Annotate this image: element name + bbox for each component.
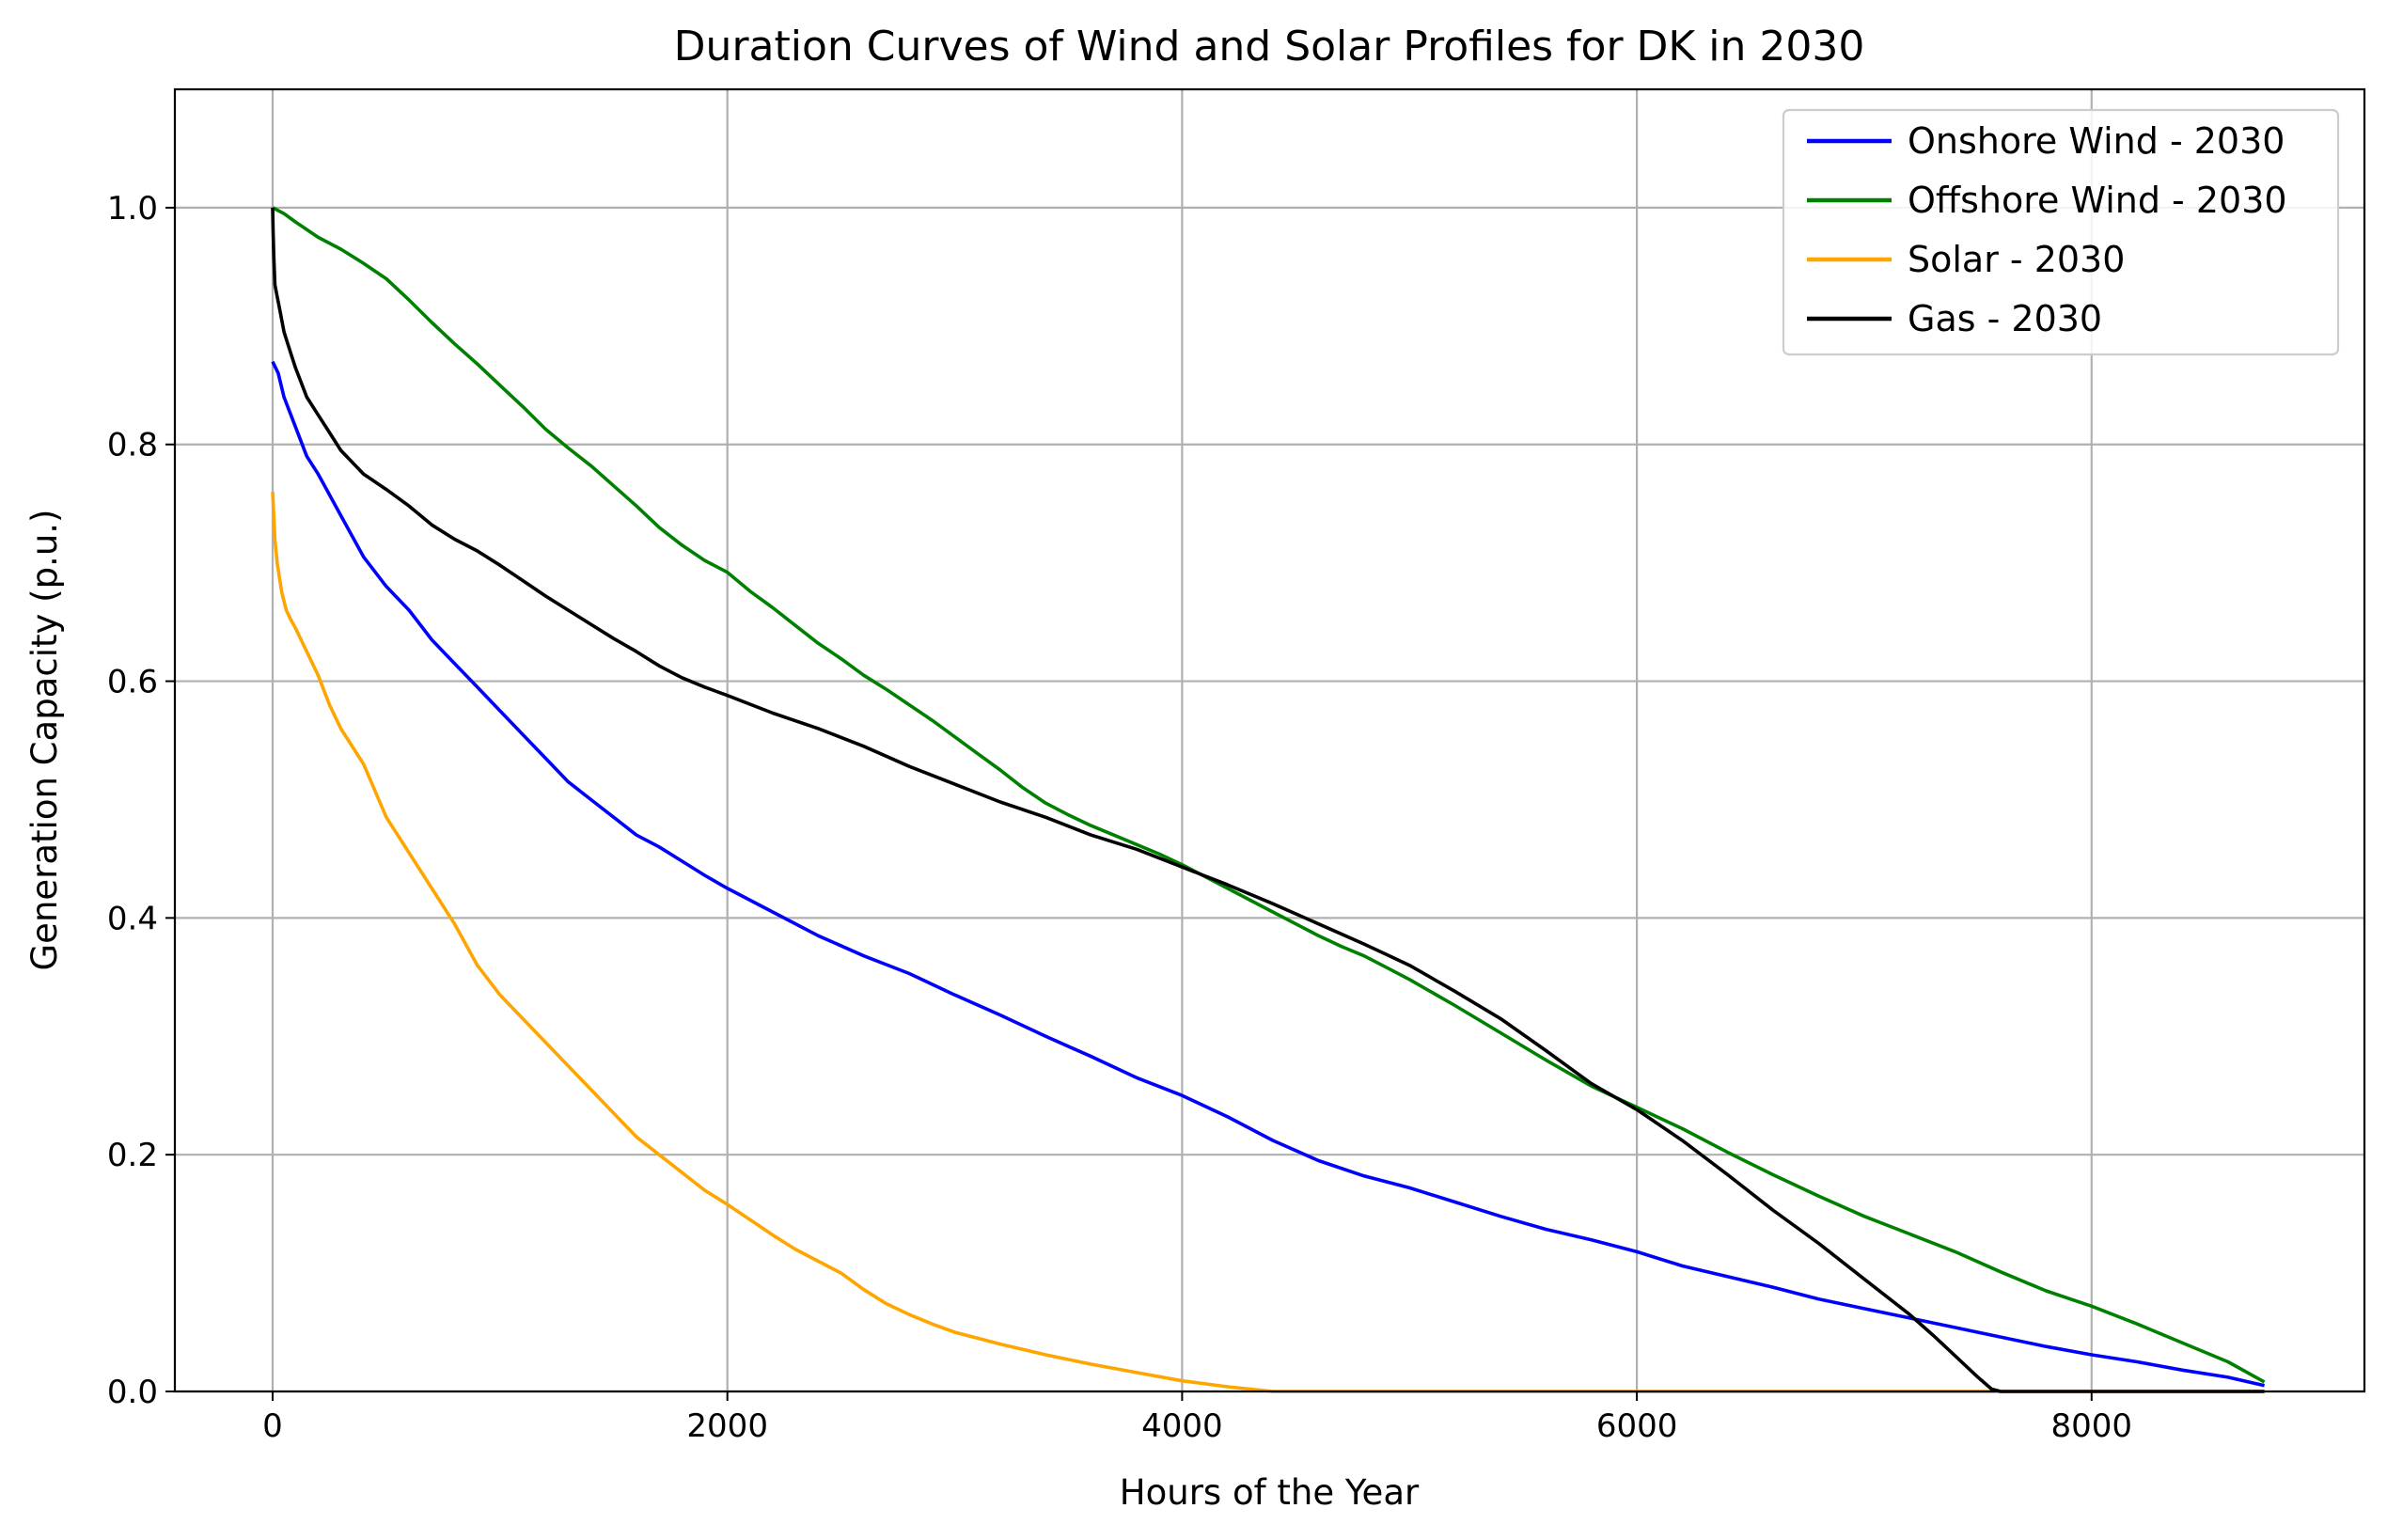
- legend-label: Solar - 2030: [1908, 239, 2125, 280]
- x-tick-label: 4000: [1141, 1407, 1223, 1445]
- y-tick-label: 1.0: [107, 190, 158, 228]
- y-axis: 0.0 0.2 0.4 0.6 0.8 1.0: [107, 190, 175, 1411]
- y-tick-label: 0.2: [107, 1137, 158, 1174]
- series-group: [271, 206, 2266, 1393]
- x-axis-label: Hours of the Year: [1120, 1472, 1420, 1513]
- chart-title: Duration Curves of Wind and Solar Profil…: [674, 23, 1865, 71]
- y-tick-label: 0.4: [107, 900, 158, 937]
- series-line-offshore-wind-2030: [272, 206, 2266, 1384]
- y-tick-label: 0.6: [107, 664, 158, 701]
- x-tick-label: 6000: [1596, 1407, 1678, 1445]
- legend-label: Offshore Wind - 2030: [1908, 180, 2287, 221]
- legend-label: Gas - 2030: [1908, 298, 2102, 339]
- legend: Onshore Wind - 2030 Offshore Wind - 2030 S…: [1782, 108, 2340, 356]
- x-tick-label: 2000: [686, 1407, 768, 1445]
- legend-label: Onshore Wind - 2030: [1908, 120, 2285, 162]
- x-tick-label: 8000: [2051, 1407, 2133, 1445]
- y-tick-label: 0.0: [107, 1374, 158, 1411]
- y-tick-label: 0.8: [107, 427, 158, 464]
- series-line-solar-2030: [271, 492, 2265, 1393]
- plot-frame: [173, 87, 2366, 1393]
- series-line-onshore-wind-2030: [271, 360, 2265, 1388]
- x-tick-label: 0: [262, 1407, 283, 1445]
- series-line-gas-2030: [271, 207, 2265, 1393]
- y-axis-label: Generation Capacity (p.u.): [24, 510, 65, 971]
- x-axis: 0 2000 4000 6000 8000: [262, 1391, 2132, 1445]
- legend-box: [1782, 108, 2340, 356]
